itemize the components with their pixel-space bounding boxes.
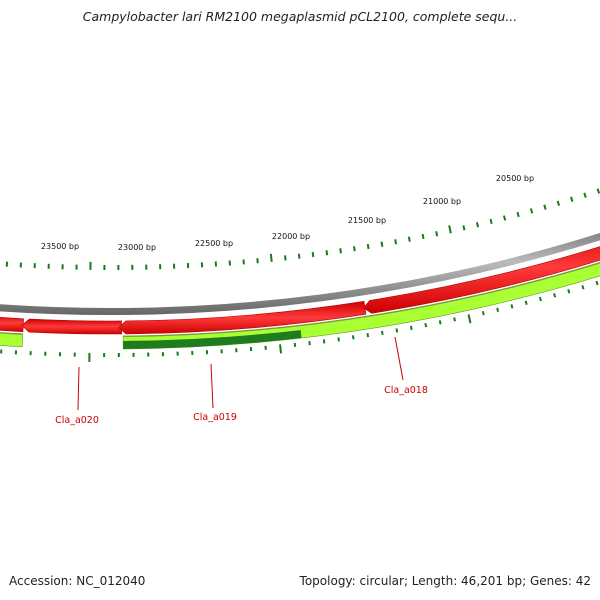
gene-arrow-reverse-highlight <box>123 330 302 349</box>
scale-tick <box>538 296 542 302</box>
scale-labels: 20500 bp 21000 bp 21500 bp 22000 bp 22500 bp… <box>41 174 534 252</box>
gene-arrow-forward <box>0 317 24 333</box>
gene-label: Cla_a018 <box>384 385 428 396</box>
forward-strand-genes <box>0 246 600 335</box>
scale-tick <box>395 328 399 333</box>
backbone-ring <box>0 232 600 315</box>
outer-scale-ticks <box>5 188 600 270</box>
gene-labels: Cla_a018 Cla_a019 Cla_a020 <box>55 336 428 426</box>
scale-tick <box>453 317 456 322</box>
map-title: Campylobacter lari RM2100 megaplasmid pC… <box>82 9 518 24</box>
summary-text: Topology: circular; Length: 46,201 bp; G… <box>299 574 591 588</box>
scale-tick <box>421 233 425 240</box>
scale-tick <box>279 344 282 354</box>
scale-tick <box>311 251 315 258</box>
scale-tick <box>380 330 384 335</box>
scale-tick <box>583 192 587 198</box>
scale-tick <box>284 255 287 261</box>
scale-tick <box>529 208 534 214</box>
gene-label: Cla_a020 <box>55 415 99 426</box>
scale-tick <box>570 196 574 203</box>
inner-scale-ticks <box>0 280 599 362</box>
scale-tick <box>481 310 485 316</box>
scale-tick <box>325 250 329 256</box>
scale-label: 20500 bp <box>496 174 534 183</box>
scale-tick <box>524 300 528 305</box>
scale-tick <box>438 320 442 325</box>
scale-label: 22000 bp <box>272 232 310 241</box>
scale-tick <box>581 285 585 290</box>
backbone-arc <box>0 232 600 315</box>
scale-tick <box>516 211 520 218</box>
gene-arrow-reverse <box>0 332 24 348</box>
scale-tick <box>510 304 514 309</box>
gene-label-connector <box>210 363 214 409</box>
scale-tick <box>269 253 273 262</box>
gene-label-connector <box>394 336 404 381</box>
scale-tick <box>366 333 370 338</box>
gene-label: Cla_a019 <box>193 412 237 423</box>
reverse-strand-genes <box>0 261 600 350</box>
gene-edge <box>123 262 600 338</box>
gene-arrow-forward <box>21 318 122 335</box>
scale-tick <box>553 293 557 298</box>
scale-label: 22500 bp <box>195 239 233 248</box>
scale-tick <box>595 280 599 286</box>
scale-tick <box>322 339 326 344</box>
scale-label: 23500 bp <box>41 242 79 251</box>
accession-text: Accession: NC_012040 <box>9 574 146 588</box>
scale-tick <box>339 248 342 254</box>
scale-tick <box>366 243 370 250</box>
scale-label: 21500 bp <box>348 216 386 225</box>
scale-tick <box>567 289 571 294</box>
scale-tick <box>556 200 561 206</box>
gene-label-connector <box>77 366 80 411</box>
scale-tick <box>297 253 301 259</box>
scale-tick <box>380 241 384 247</box>
gene-arrow-forward <box>118 301 367 335</box>
scale-tick <box>475 221 480 228</box>
scale-tick <box>407 236 411 242</box>
scale-tick <box>409 325 413 330</box>
scale-label: 21000 bp <box>423 197 461 206</box>
scale-tick <box>596 188 600 194</box>
gene-arrow-forward <box>363 246 600 314</box>
scale-tick <box>462 225 466 231</box>
scale-tick <box>337 337 340 342</box>
scale-tick <box>435 231 439 237</box>
scale-tick <box>424 323 428 328</box>
scale-tick <box>502 215 507 221</box>
scale-tick <box>351 335 355 340</box>
scale-label: 23000 bp <box>118 243 156 252</box>
scale-tick <box>448 225 452 234</box>
scale-tick <box>353 246 356 252</box>
scale-tick <box>394 239 398 245</box>
scale-tick <box>543 204 547 210</box>
scale-tick <box>496 307 500 312</box>
gene-edge <box>0 332 23 335</box>
scale-tick <box>489 218 493 225</box>
scale-tick <box>467 314 472 324</box>
